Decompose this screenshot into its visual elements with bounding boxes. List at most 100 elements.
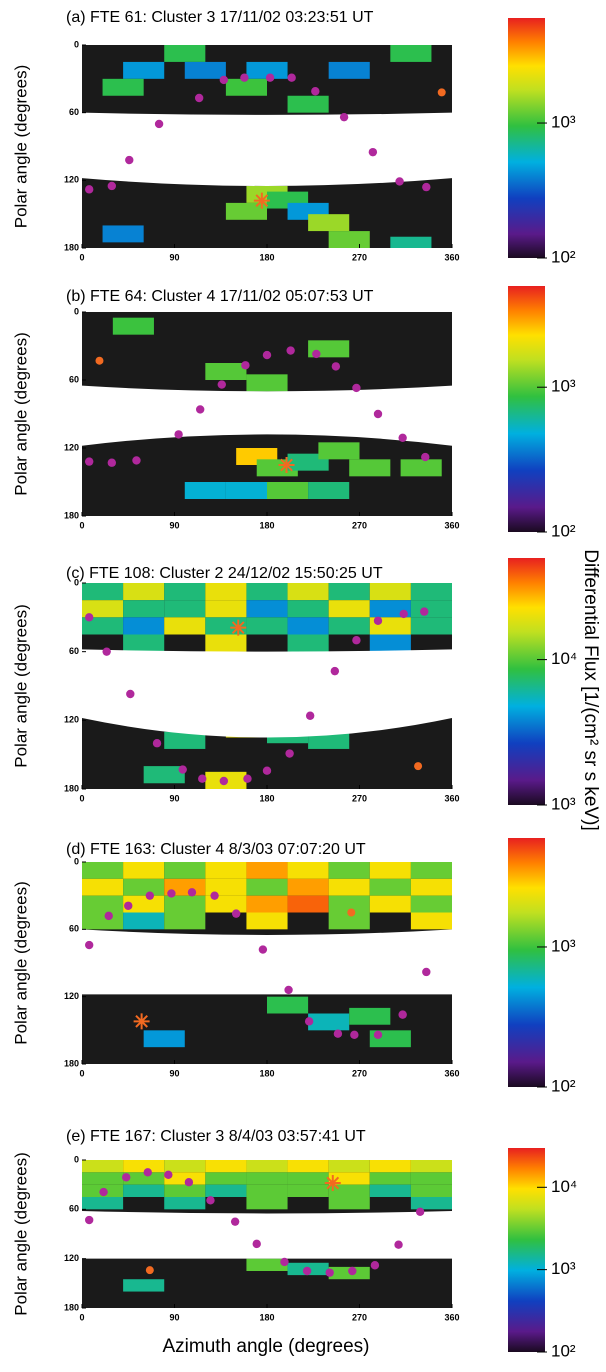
star-marker [133, 1013, 150, 1030]
flux-cell [328, 862, 370, 879]
colorbar [508, 558, 545, 805]
field-direction-point [243, 774, 252, 783]
field-direction-point [368, 147, 378, 157]
star-marker [253, 192, 270, 209]
field-direction-point [187, 888, 197, 897]
star-stroke [255, 194, 269, 207]
field-direction-point [167, 889, 176, 898]
flux-cell [205, 1160, 247, 1173]
y-tick-label: 60 [69, 646, 79, 656]
orange-point [347, 908, 356, 917]
flux-cell [123, 895, 165, 913]
field-direction-point [422, 182, 431, 192]
field-direction-point [395, 177, 404, 186]
flux-cell [164, 600, 206, 618]
no-data-band [82, 112, 452, 186]
star-stroke [326, 1176, 340, 1190]
flux-cell [369, 1160, 411, 1173]
y-tick-label: 0 [74, 39, 79, 49]
field-direction-point [398, 433, 407, 442]
flux-cell [164, 1197, 206, 1210]
flux-cell [184, 61, 226, 79]
flux-cell [400, 459, 442, 477]
flux-cell [82, 895, 124, 913]
x-tick-label: 0 [79, 793, 84, 803]
y-tick-label: 180 [64, 1058, 79, 1068]
colorbar-label: Differential Flux [1/(cm² sr s keV)] [580, 549, 601, 831]
flux-cell [246, 1258, 288, 1271]
star-stroke [231, 621, 245, 634]
flux-cell [164, 1172, 206, 1185]
flux-cell [246, 617, 288, 635]
field-direction-point [339, 112, 349, 122]
flux-cell [267, 482, 309, 499]
y-tick-label: 120 [64, 715, 79, 725]
flux-cell [410, 1160, 452, 1173]
flux-cell [287, 1172, 329, 1185]
flux-cell [287, 878, 329, 896]
panel-title: (d) FTE 163: Cluster 4 8/3/03 07:07:20 U… [66, 841, 366, 858]
field-direction-point [99, 1187, 108, 1197]
x-tick-label: 90 [169, 252, 179, 262]
flux-cell [82, 1160, 124, 1173]
flux-cell [410, 617, 452, 635]
y-tick-label: 180 [64, 510, 79, 520]
flux-cell [287, 600, 329, 618]
y-tick-label: 180 [64, 783, 79, 793]
field-direction-point [132, 456, 141, 465]
field-direction-point [107, 458, 117, 467]
star-stroke [280, 458, 293, 472]
y-tick-label: 0 [74, 577, 79, 587]
flux-cell [328, 61, 370, 79]
field-direction-point [352, 383, 361, 393]
x-tick-label: 270 [352, 520, 367, 530]
colorbar-tick-label: 10³ [551, 1259, 576, 1278]
orange-point [437, 88, 446, 97]
flux-cell [246, 374, 288, 392]
flux-cell [246, 1160, 288, 1173]
flux-cell [164, 45, 206, 62]
field-direction-point [107, 181, 117, 191]
flux-cell [308, 1013, 350, 1031]
flux-cell [123, 862, 165, 879]
colorbar-tick-label: 10² [551, 1076, 576, 1095]
field-direction-point [206, 1196, 215, 1205]
field-direction-point [373, 1030, 383, 1040]
flux-cell [308, 482, 350, 499]
flux-cell [287, 895, 329, 913]
flux-cell [328, 1184, 370, 1197]
flux-cell [82, 878, 124, 896]
x-tick-label: 360 [444, 520, 459, 530]
flux-cell [205, 363, 247, 380]
flux-cell [123, 1184, 165, 1197]
flux-cell [410, 1172, 452, 1185]
x-tick-label: 90 [169, 1068, 179, 1078]
flux-cell [246, 878, 288, 896]
field-direction-point [84, 457, 94, 466]
field-direction-point [399, 609, 408, 619]
star-marker [324, 1175, 341, 1192]
field-direction-point [373, 616, 383, 625]
flux-cell [410, 583, 452, 601]
colorbar-tick-label: 10³ [551, 794, 576, 813]
field-direction-point [240, 73, 249, 82]
no-data-band [82, 385, 452, 446]
flux-cell [164, 731, 206, 749]
flux-cell [123, 600, 165, 618]
flux-cell [123, 583, 165, 601]
field-direction-point [102, 647, 111, 656]
field-direction-point [311, 87, 320, 96]
field-direction-point [125, 155, 134, 165]
flux-cell [82, 600, 124, 618]
flux-cell [164, 617, 206, 635]
field-direction-point [241, 361, 250, 370]
flux-cell [328, 912, 370, 930]
colorbar-tick-label: 10² [551, 247, 576, 266]
flux-cell [205, 600, 247, 618]
flux-cell [143, 1030, 185, 1048]
x-tick-label: 180 [259, 793, 274, 803]
flux-cell [123, 912, 165, 930]
flux-cell [246, 583, 288, 601]
field-direction-point [104, 911, 113, 921]
y-axis-label: Polar angle (degrees) [11, 1152, 30, 1315]
